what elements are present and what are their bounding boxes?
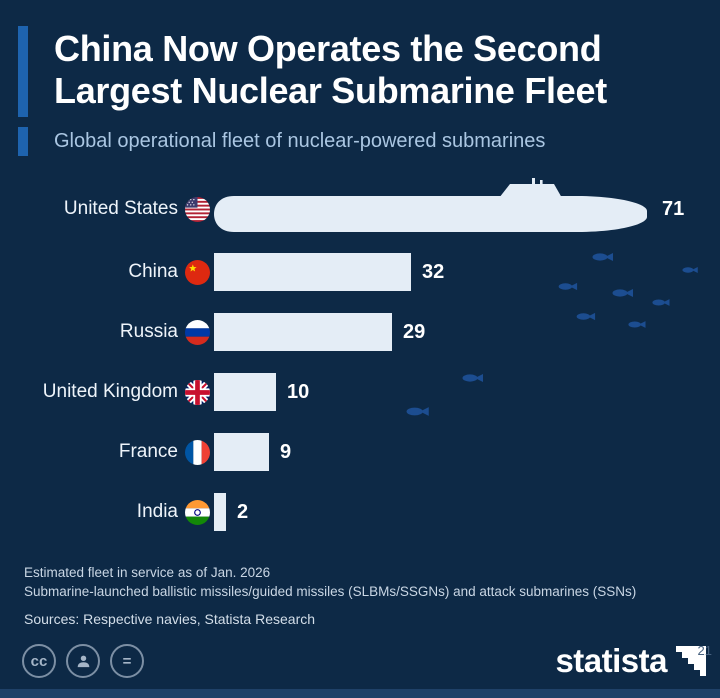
person-icon	[77, 655, 89, 667]
statista-logo[interactable]: statista	[555, 642, 706, 680]
bottom-bar: cc = statista	[22, 640, 706, 682]
label-cell: Russia	[0, 319, 213, 345]
value-label: 32	[422, 260, 445, 283]
bar-cell: 32	[214, 253, 444, 291]
country-label: United States	[63, 198, 178, 219]
header: China Now Operates the Second Largest Nu…	[18, 26, 704, 156]
flag-india-icon	[185, 499, 210, 525]
value-label: 9	[280, 440, 292, 463]
equals-icon-label: =	[122, 652, 132, 670]
title-block: China Now Operates the Second Largest Nu…	[18, 26, 704, 117]
bar	[214, 433, 269, 471]
country-label: India	[136, 501, 178, 522]
chart-row-united-states: United States	[0, 176, 720, 242]
cc-icon[interactable]: cc	[22, 644, 56, 678]
flag-china-icon	[185, 259, 210, 285]
chart-subtitle: Global operational fleet of nuclear-powe…	[54, 129, 546, 152]
label-cell: United States	[0, 196, 213, 222]
subtitle-block: Global operational fleet of nuclear-powe…	[18, 126, 704, 156]
value-label: 2	[237, 500, 249, 523]
bar	[214, 313, 392, 351]
bar-cell: 2	[214, 493, 248, 531]
country-label: China	[128, 261, 178, 282]
cc-icon-label: cc	[30, 652, 48, 670]
chart-row-russia: Russia 29	[0, 302, 720, 362]
bar-chart: United States	[0, 176, 720, 542]
page-title: China Now Operates the Second Largest Nu…	[54, 28, 704, 113]
label-cell: China	[0, 259, 213, 285]
statista-wordmark: statista	[555, 642, 667, 679]
footnote-date: Estimated fleet in service as of Jan. 20…	[24, 565, 271, 580]
country-label: Russia	[119, 321, 178, 342]
label-cell: United Kingdom	[0, 379, 213, 405]
statista-logo-mark-icon	[676, 646, 706, 676]
label-cell: India	[0, 499, 213, 525]
flag-france-icon	[185, 439, 210, 465]
country-label: France	[118, 441, 178, 462]
bar-cell: 9	[214, 433, 291, 471]
bar-cell: 10	[214, 373, 309, 411]
bar	[214, 373, 276, 411]
no-derivatives-icon[interactable]: =	[110, 644, 144, 678]
value-label: 10	[287, 380, 310, 403]
cc-license: cc =	[22, 644, 144, 678]
sources-line: Sources: Respective navies, Statista Res…	[24, 610, 316, 627]
flag-united-kingdom-icon	[185, 379, 210, 405]
chart-row-united-kingdom: United Kingdom 10	[0, 362, 720, 422]
submarine-bar	[214, 178, 647, 232]
footnote-definition: Submarine-launched ballistic missiles/gu…	[24, 583, 637, 599]
attribution-icon[interactable]	[66, 644, 100, 678]
value-label: 29	[403, 320, 426, 343]
bottom-edge-band	[0, 689, 720, 698]
chart-row-china: China 32	[0, 242, 720, 302]
chart-row-france: France 9	[0, 422, 720, 482]
bar	[214, 493, 226, 531]
watermark: 21	[697, 643, 712, 658]
flag-russia-icon	[185, 319, 210, 345]
title-line-2: Largest Nuclear Submarine Fleet	[54, 70, 607, 112]
bar-cell: 71	[214, 178, 685, 232]
title-line-1: China Now Operates the Second	[54, 28, 602, 69]
flag-united-states-icon	[185, 196, 210, 222]
label-cell: France	[0, 439, 213, 465]
bar-cell: 29	[214, 313, 425, 351]
country-label: United Kingdom	[42, 381, 178, 402]
chart-row-india: India 2	[0, 482, 720, 542]
value-label: 71	[662, 197, 685, 220]
footnotes: Estimated fleet in service as of Jan. 20…	[24, 564, 700, 627]
bar	[214, 253, 411, 291]
